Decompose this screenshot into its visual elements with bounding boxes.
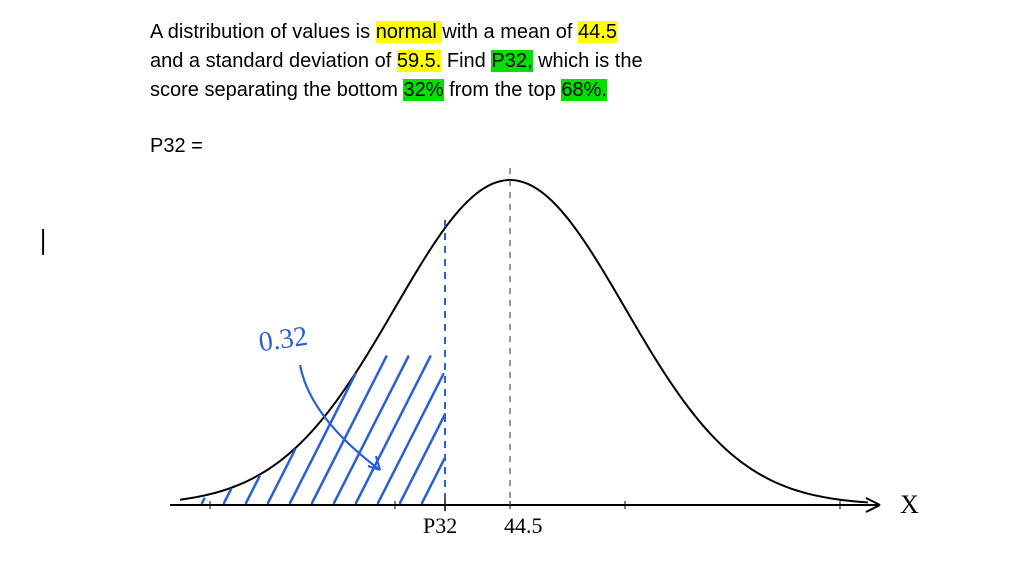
text-seg: score separating the bottom (150, 79, 403, 101)
highlight-sd: 59.5. (397, 50, 441, 72)
text-seg: A distribution of values is (150, 21, 376, 43)
svg-text:P32: P32 (423, 513, 457, 538)
normal-curve-chart: X 0.32 P32 44.5 (150, 150, 920, 560)
highlight-normal: normal (376, 21, 443, 43)
highlight-top: 68%. (561, 79, 607, 101)
text-seg: and a standard deviation of (150, 50, 397, 72)
svg-text:44.5: 44.5 (504, 513, 543, 538)
highlight-p32: P32, (491, 50, 532, 72)
text-seg: which is the (533, 50, 643, 72)
highlight-bottom: 32% (403, 79, 443, 101)
highlight-mean: 44.5 (578, 21, 617, 43)
text-seg: Find (441, 50, 491, 72)
svg-text:0.32: 0.32 (257, 321, 310, 359)
text-seg: from the top (444, 79, 562, 101)
svg-text:X: X (900, 490, 919, 519)
problem-text: A distribution of values is normal with … (150, 18, 740, 105)
text-seg: with a mean of (442, 21, 578, 43)
side-mark: | (40, 225, 46, 257)
